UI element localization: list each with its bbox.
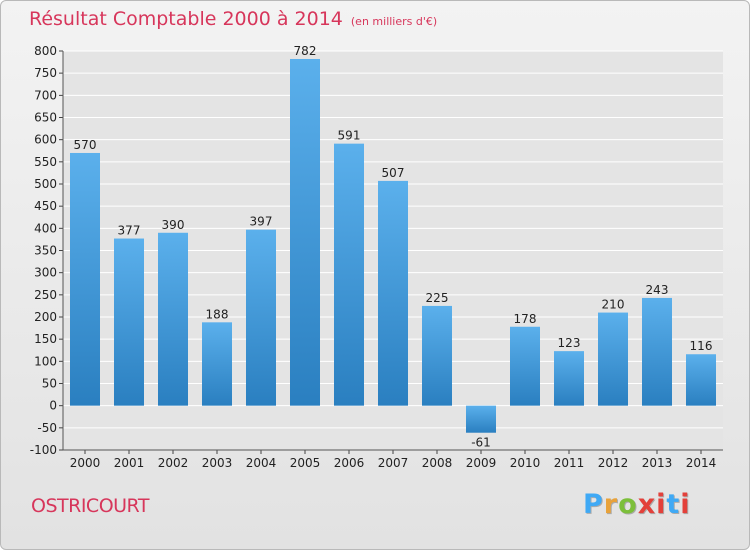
y-tick-label: 800 [34,44,57,58]
x-tick-label-2010: 2010 [510,456,541,470]
logo-letter: i [656,489,667,520]
value-label-2002: 390 [162,218,185,232]
y-tick-label: 500 [34,177,57,191]
value-label-2006: 591 [338,129,361,143]
y-tick-label: 700 [34,88,57,102]
x-tick-label-2000: 2000 [70,456,101,470]
bar-2012 [598,312,628,406]
value-label-2013: 243 [646,283,669,297]
y-tick-label: 200 [34,310,57,324]
chart-title: Résultat Comptable 2000 à 2014 (en millie… [29,8,437,30]
y-tick-label: 650 [34,111,57,125]
x-tick-label-2009: 2009 [466,456,497,470]
proxiti-logo: Proxiti [583,489,691,520]
x-tick-label-2013: 2013 [642,456,673,470]
x-tick-label-2012: 2012 [598,456,629,470]
y-tick-label: 0 [49,399,57,413]
unit-text: (en milliers d'€) [350,15,438,28]
bar-2011 [554,351,584,406]
value-label-2011: 123 [558,336,581,350]
bar-2003 [202,322,232,406]
x-tick-label-2011: 2011 [554,456,585,470]
x-tick-label-2008: 2008 [422,456,453,470]
y-tick-label: -100 [30,443,57,457]
y-tick-label: 550 [34,155,57,169]
bar-2010 [510,326,540,406]
value-labels: 570 377 390 188 397 782 591 507 225 -61 178 123 210 2… [74,44,713,450]
x-axis-ticks: 2000 2001 2002 2003 2004 2005 2006 2007 2008 2009… [63,449,723,470]
bar-2004 [246,229,276,406]
value-label-2010: 178 [514,312,537,326]
bar-2005 [290,58,320,406]
logo-letter: r [603,489,619,520]
y-tick-label: 750 [34,66,57,80]
bar-2001 [114,238,144,406]
value-label-2000: 570 [74,138,97,152]
y-tick-label: 400 [34,221,57,235]
logo-letter: o [618,489,638,520]
value-label-2003: 188 [206,307,229,321]
y-tick-label: 600 [34,133,57,147]
title-text: Résultat Comptable 2000 à 2014 [29,8,343,30]
bar-2014 [686,354,716,406]
x-tick-label-2007: 2007 [378,456,409,470]
y-tick-label: 350 [34,244,57,258]
x-tick-label-2002: 2002 [158,456,189,470]
value-label-2001: 377 [118,224,141,238]
bars [70,58,716,433]
y-axis-ticks: -100 -50 0 50 100 150 200 250 300 350 400 450 500 550… [30,44,64,457]
x-tick-label-2005: 2005 [290,456,321,470]
logo-letter: P [583,489,604,520]
value-label-2005: 782 [294,44,317,58]
value-label-2009: -61 [471,436,491,450]
value-label-2007: 507 [382,166,405,180]
logo-letter: x [637,489,657,520]
x-tick-label-2001: 2001 [114,456,145,470]
value-label-2014: 116 [690,339,713,353]
value-label-2008: 225 [426,291,449,305]
x-tick-label-2006: 2006 [334,456,365,470]
logo-letter: t [666,489,681,520]
y-tick-label: 450 [34,199,57,213]
bar-2006 [334,143,364,406]
y-tick-label: -50 [37,421,57,435]
bar-2000 [70,152,100,406]
bar-2002 [158,232,188,406]
bar-2013 [642,297,672,406]
y-tick-label: 250 [34,288,57,302]
x-tick-label-2004: 2004 [246,456,277,470]
y-tick-label: 150 [34,332,57,346]
value-label-2012: 210 [602,298,625,312]
commune-name: OSTRICOURT [31,495,149,517]
value-label-2004: 397 [250,215,273,229]
bar-2008 [422,305,452,406]
bar-2009 [466,405,496,433]
y-tick-label: 300 [34,266,57,280]
y-tick-label: 100 [34,354,57,368]
x-tick-label-2014: 2014 [686,456,717,470]
x-tick-label-2003: 2003 [202,456,233,470]
bar-2007 [378,180,408,406]
y-tick-label: 50 [42,377,57,391]
logo-letter: i [680,489,691,520]
